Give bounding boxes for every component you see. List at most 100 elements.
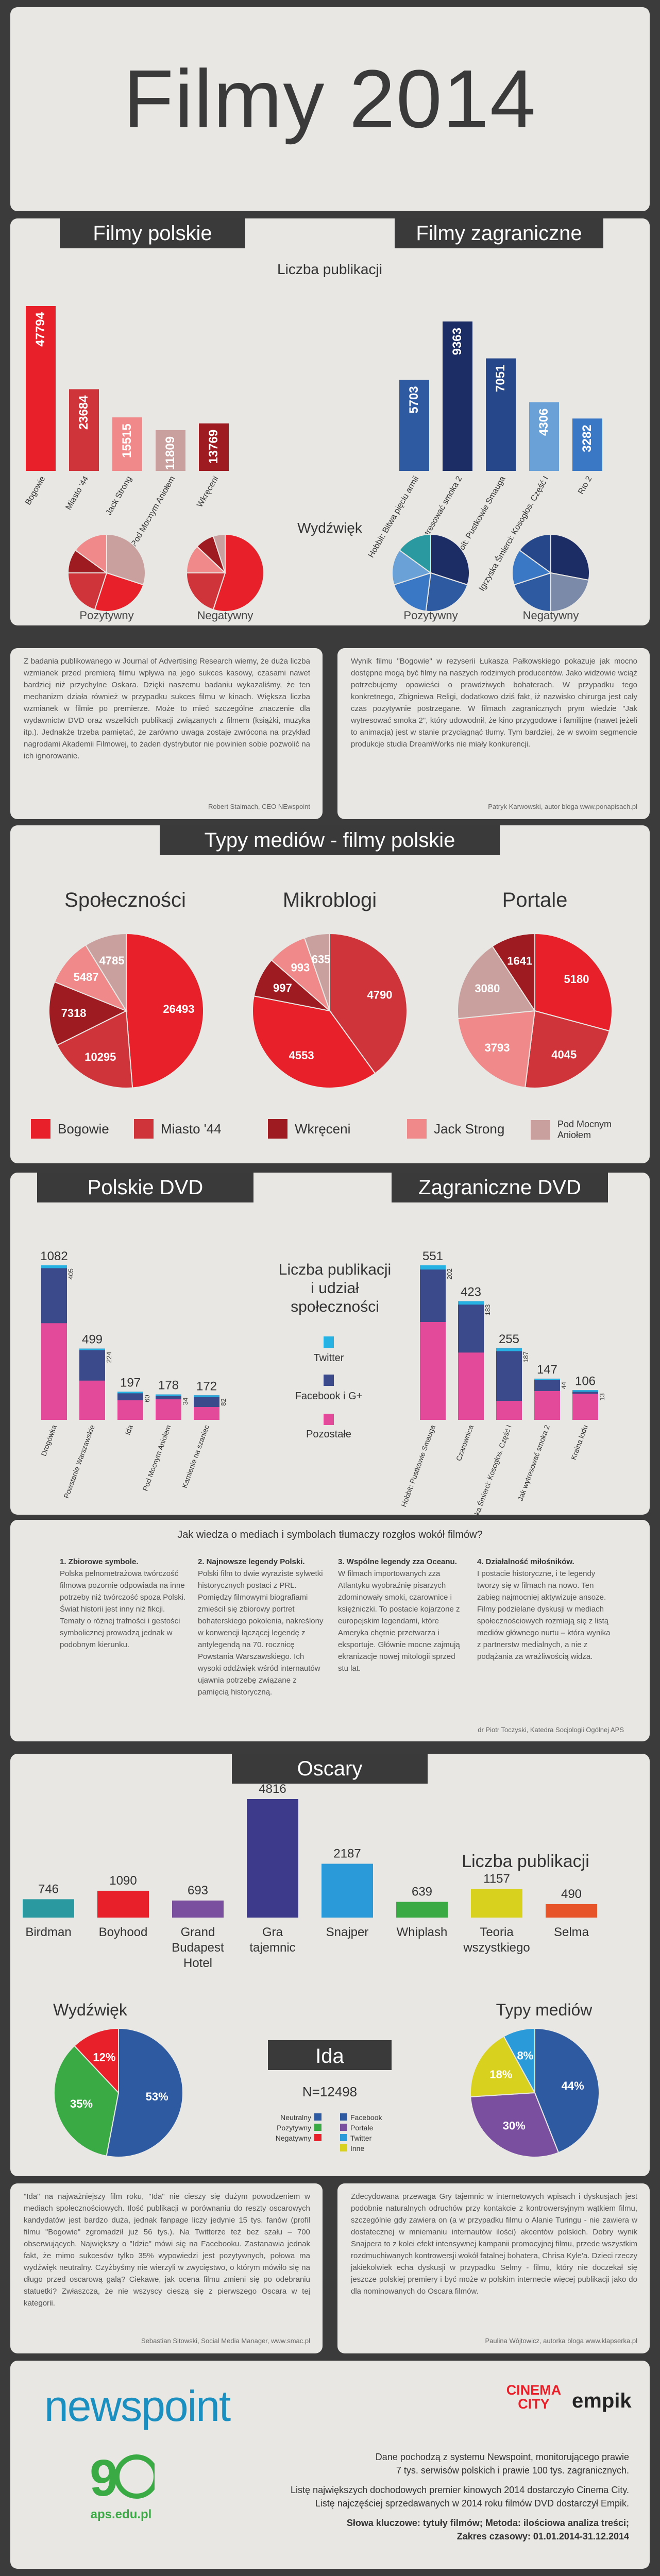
legend-label: Miasto '44 [161, 1121, 222, 1137]
pie-label: 44% [562, 2079, 584, 2092]
pie-label: 993 [291, 961, 310, 974]
pie-slice [74, 2027, 119, 2094]
cinema-city-logo: CINEMA CITY [506, 2382, 562, 2412]
bar [486, 358, 516, 471]
bar-facebook [117, 1392, 143, 1401]
bar-category: Whiplash [397, 1925, 448, 1939]
bar-facebook [420, 1265, 446, 1322]
foreign-films-header: Filmy zagraniczne [395, 218, 603, 248]
pie-label: 10295 [84, 1050, 116, 1063]
polish-films-header: Filmy polskie [60, 218, 245, 248]
footer-notes: Dane pochodzą z systemu Newspoint, monit… [258, 2450, 629, 2543]
pie-label: 4045 [551, 1048, 577, 1061]
publications-title: Liczba publikacji [277, 261, 382, 277]
pie-slice [398, 533, 431, 574]
leg-pos: Pozytywny [277, 2124, 311, 2132]
pl-pos-label: Pozytywny [79, 609, 133, 622]
legend-swatch [407, 1119, 427, 1139]
pie-slice [48, 981, 128, 1046]
bar-total: 178 [158, 1379, 179, 1393]
bar-category: Birdman [25, 1925, 71, 1939]
essay-col-4-text: I postacie historyczne, i te legendy two… [477, 1569, 611, 1661]
pie-slice [513, 572, 551, 613]
footer-line-1: Dane pochodzą z systemu Newspoint, monit… [375, 2452, 629, 2462]
pie-slice [126, 933, 204, 1089]
oscars-header: Oscary [232, 1754, 428, 1784]
quote-panel-right-2: Zdecydowana przewaga Gry tajemnic w inte… [337, 2183, 650, 2353]
essay-col-4: 4. Działalność miłośników. I postacie hi… [477, 1556, 611, 1663]
bar-category: tajemnic [249, 1941, 295, 1955]
legend-fb-swatch [324, 1375, 334, 1386]
quote-signature: Sebastian Sitowski, Social Media Manager… [141, 2337, 310, 2345]
polish-dvd-header: Polskie DVD [37, 1173, 253, 1202]
sentiment-title: Wydźwięk [297, 520, 363, 536]
bar-fb-value: 224 [105, 1352, 113, 1363]
bar-category: Selma [554, 1925, 589, 1939]
pie-label: 997 [273, 981, 292, 994]
bar-facebook [156, 1394, 181, 1400]
leg-tw-swatch [340, 2134, 347, 2141]
bar-category: Pod Mocnym Aniołem [129, 475, 177, 549]
bar-category: Powstanie Warszawskie [62, 1423, 96, 1499]
bar-category: Wkręceni [195, 475, 220, 509]
bar-value: 746 [38, 1882, 59, 1896]
bar-fb-value: 183 [484, 1304, 492, 1316]
quote-panel-left: Z badania publikowanego w Journal of Adv… [10, 648, 323, 819]
bar [471, 1889, 522, 1918]
bar-fb-value: 60 [143, 1395, 151, 1402]
pie-label: 3793 [485, 1041, 510, 1054]
bar-category: wszystkiego [463, 1941, 530, 1955]
legend-item: Miasto '44 [134, 1119, 222, 1139]
legend-item: Bogowie [31, 1119, 109, 1139]
legend-item: Wkręceni [268, 1119, 350, 1139]
bar-total: 147 [537, 1363, 557, 1377]
pie-label: 7318 [61, 1007, 87, 1020]
pie-label: 635 [312, 953, 331, 965]
pie-label: 30% [503, 2119, 526, 2132]
pie-slice [329, 933, 408, 1074]
bar-category: Jack Strong [104, 475, 133, 517]
foreign-dvd-header: Zagraniczne DVD [392, 1173, 608, 1202]
bar [529, 402, 559, 471]
pie-slice [512, 549, 552, 586]
ida-header: Ida [315, 2045, 344, 2067]
pie-slice [534, 933, 613, 1032]
pie-slice [303, 933, 330, 1011]
bar-value: 11809 [163, 436, 177, 470]
legend-fb: Facebook i G+ [295, 1391, 363, 1402]
pie-label: 12% [93, 2050, 115, 2063]
legend-label: Jack Strong [434, 1121, 505, 1137]
bar-value: 490 [561, 1887, 582, 1901]
pie-slice [524, 1010, 611, 1089]
bar-fb-value: 44 [560, 1382, 568, 1389]
pie-slice [393, 572, 432, 612]
dvd-mid-title-2: i udział [311, 1280, 359, 1297]
quote-signature: Paulina Wójtowicz, autorka bloga www.kla… [485, 2337, 637, 2345]
leg-portal-swatch [340, 2124, 347, 2131]
bar [23, 1899, 74, 1918]
pie-slice [550, 533, 590, 581]
quote-text: Wynik filmu "Bogowie" w rezyserii Łukasz… [351, 657, 637, 749]
pie-label: 18% [489, 2068, 512, 2081]
pie-slice [518, 533, 551, 574]
pie-slice [470, 2092, 560, 2158]
leg-inne-swatch [340, 2144, 347, 2151]
pie-title-portals: Portale [502, 889, 568, 911]
bar [156, 430, 185, 471]
bar [399, 380, 429, 471]
oscar-media-title: Typy mediów [496, 2001, 593, 2019]
pie-title-social: Społeczności [64, 889, 186, 911]
bar-facebook [194, 1395, 219, 1408]
bar-value: 4306 [537, 409, 551, 436]
title-panel: Filmy 2014 [10, 7, 650, 211]
bar-fb-value: 405 [67, 1268, 75, 1280]
bar-category: Kamienie na szaniec [180, 1424, 211, 1489]
box-office-chart: Liczba publikacji 47794 Bogowie 23684 Miast… [24, 261, 602, 622]
leg-neutral-swatch [314, 2113, 321, 2121]
footer-line-3: Listę największych dochodowych premier k… [291, 2485, 629, 2495]
legend-twitter: Twitter [314, 1352, 344, 1364]
bar-twitter [194, 1395, 219, 1397]
bar-category: Drogówka [39, 1423, 58, 1457]
bar-category: Ida [123, 1423, 134, 1436]
